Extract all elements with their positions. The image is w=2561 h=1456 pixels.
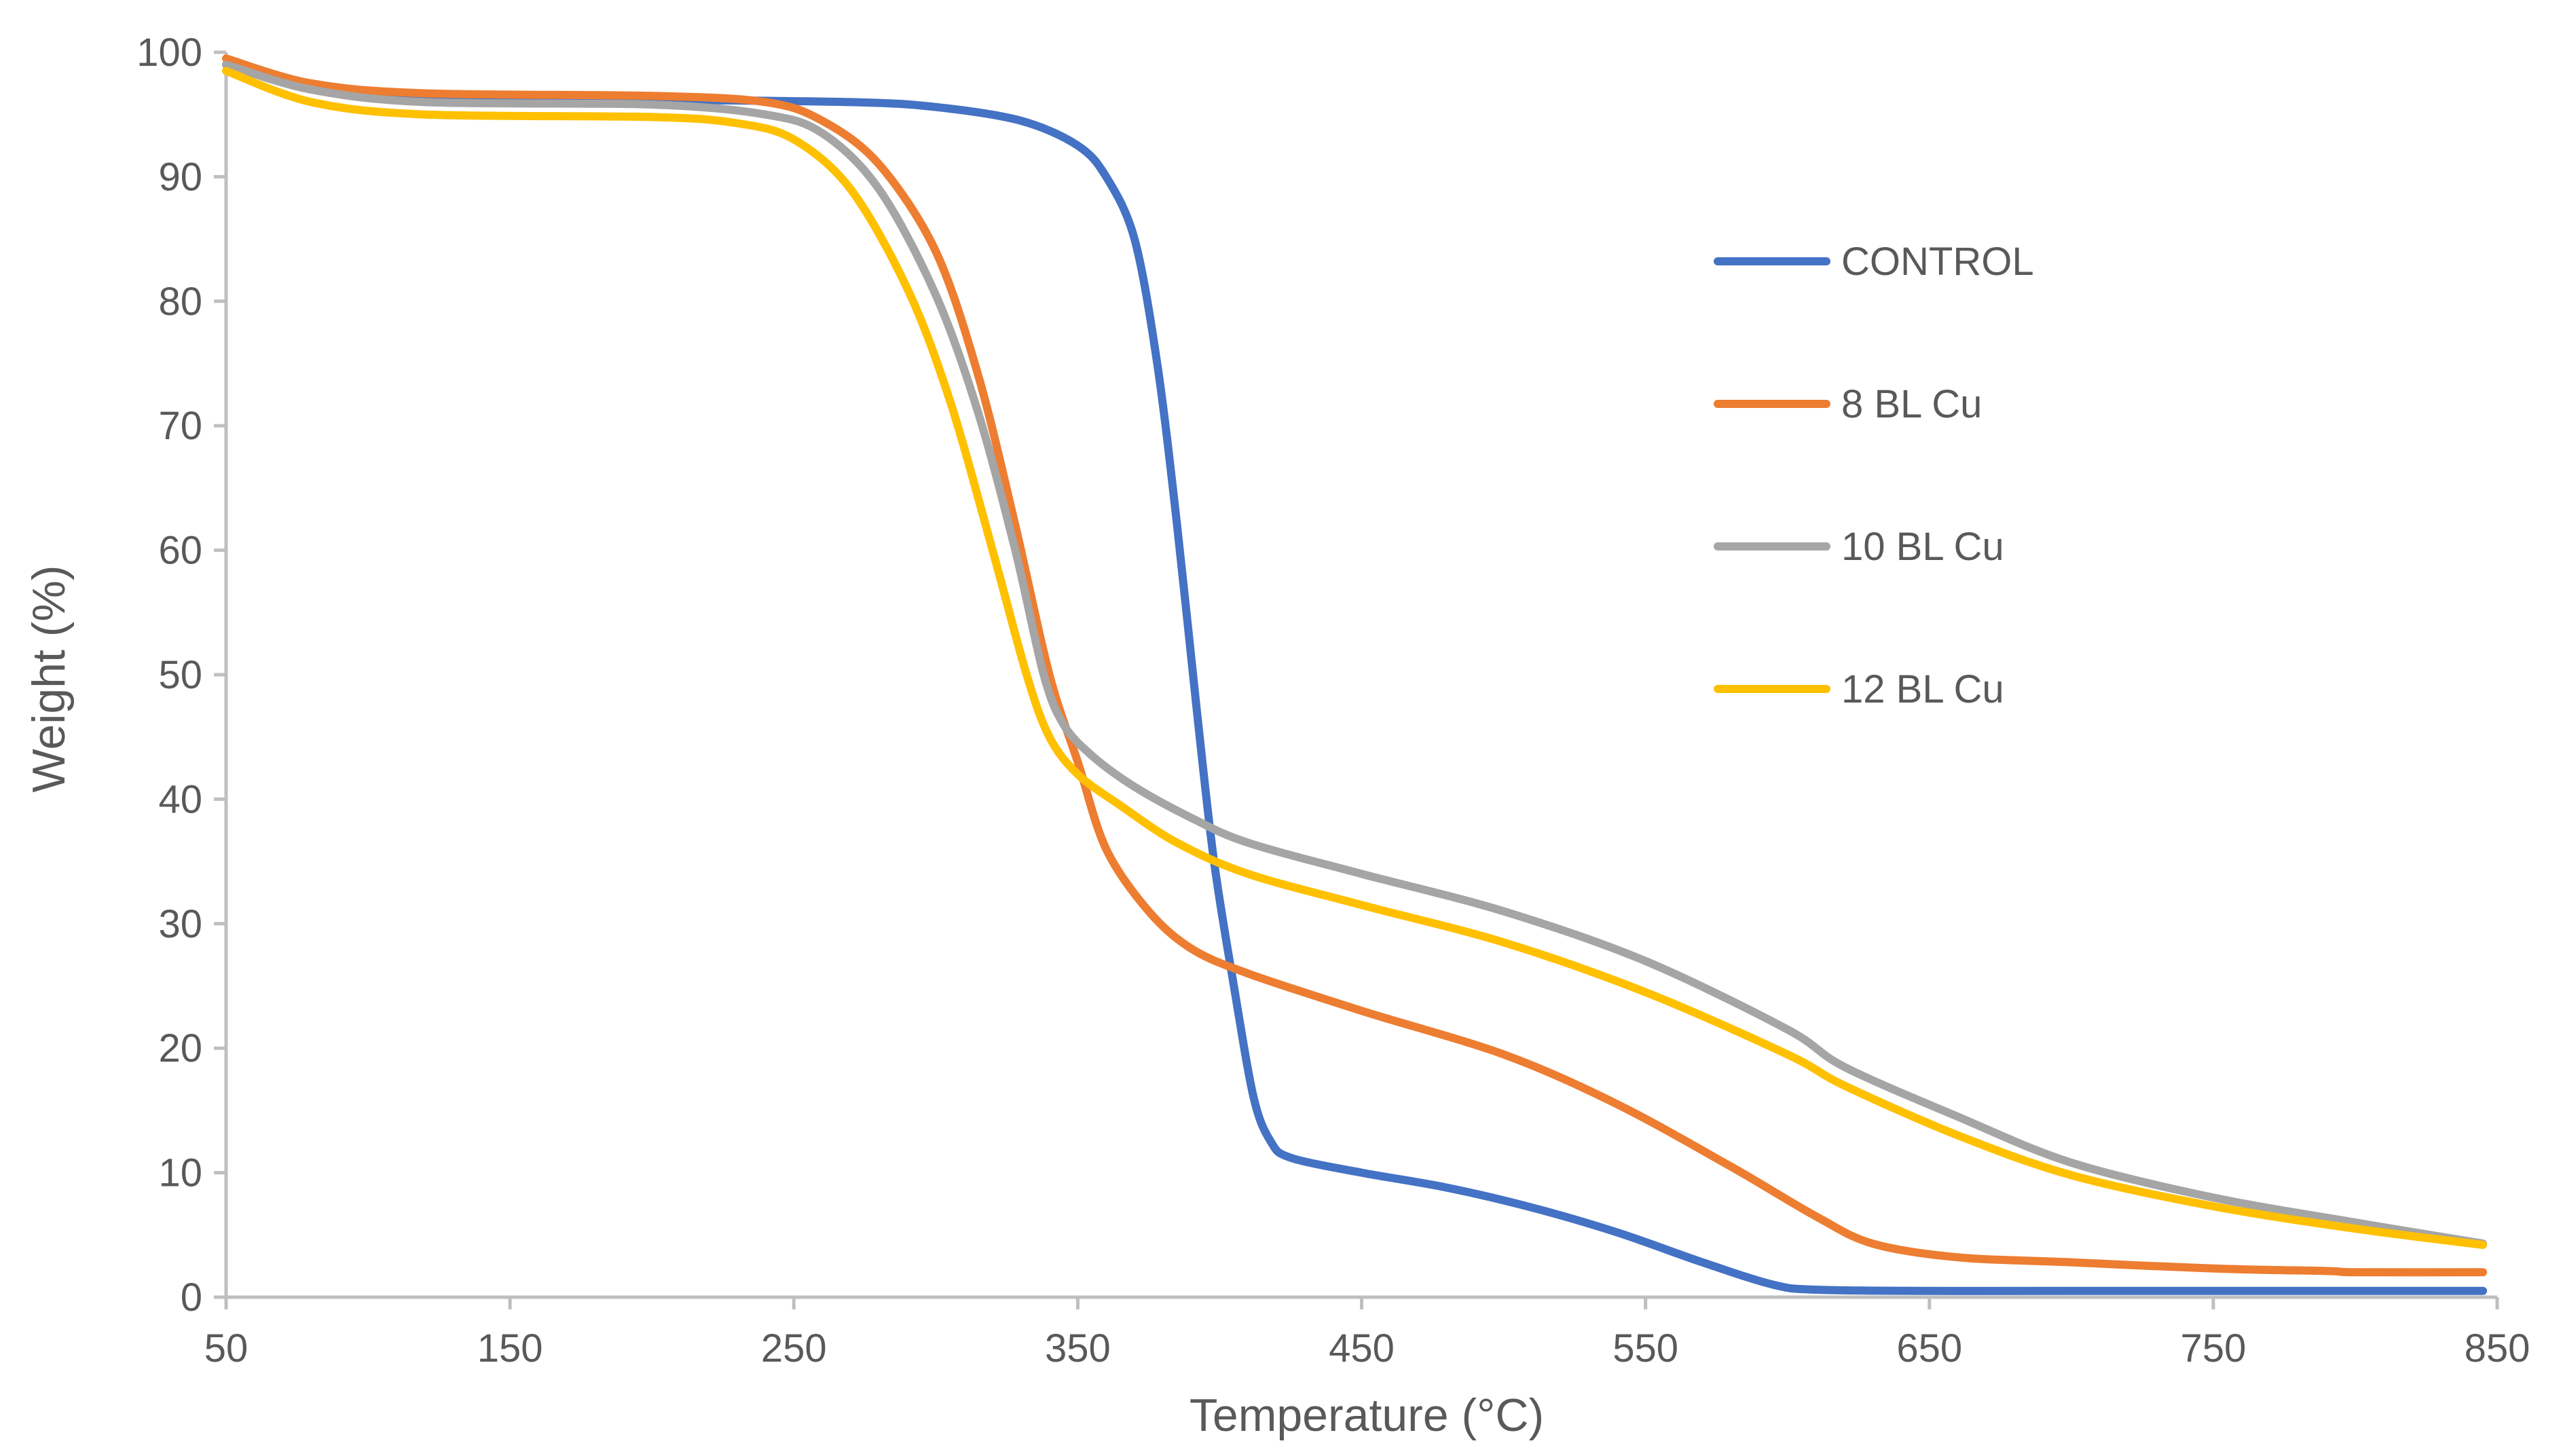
y-tick-label: 70 bbox=[158, 404, 202, 448]
x-tick-label: 750 bbox=[2180, 1326, 2246, 1370]
y-tick-label: 10 bbox=[158, 1151, 202, 1195]
y-tick-label: 90 bbox=[158, 155, 202, 199]
legend-label-12-bl-cu: 12 BL Cu bbox=[1841, 667, 2004, 711]
y-tick-label: 0 bbox=[181, 1275, 202, 1320]
x-axis-title: Temperature (°C) bbox=[1190, 1389, 1544, 1441]
legend-label-control: CONTROL bbox=[1841, 240, 2034, 284]
legend-label-8-bl-cu: 8 BL Cu bbox=[1841, 382, 1982, 426]
y-tick-label: 80 bbox=[158, 280, 202, 324]
y-axis-title: Weight (%) bbox=[23, 565, 75, 792]
series-lines bbox=[222, 54, 2488, 1295]
x-tick-label: 350 bbox=[1045, 1326, 1111, 1370]
x-tick-label: 50 bbox=[204, 1326, 248, 1370]
series-line-10-bl-cu bbox=[222, 60, 2488, 1248]
series-line-12-bl-cu bbox=[222, 67, 2488, 1249]
y-tick-label: 50 bbox=[158, 653, 202, 697]
y-tick-label: 20 bbox=[158, 1026, 202, 1070]
y-tick-label: 30 bbox=[158, 902, 202, 946]
x-tick-label: 450 bbox=[1329, 1326, 1395, 1370]
y-tick-label: 60 bbox=[158, 529, 202, 573]
x-tick-label: 850 bbox=[2465, 1326, 2530, 1370]
y-tick-label: 100 bbox=[136, 31, 202, 75]
x-tick-label: 550 bbox=[1613, 1326, 1678, 1370]
legend-label-10-bl-cu: 10 BL Cu bbox=[1841, 525, 2004, 569]
x-tick-label: 150 bbox=[477, 1326, 543, 1370]
y-tick-label: 40 bbox=[158, 777, 202, 821]
x-tick-label: 250 bbox=[761, 1326, 827, 1370]
legend: CONTROL 8 BL Cu 10 BL Cu 12 BL Cu bbox=[1714, 240, 2034, 711]
series-line-control bbox=[222, 60, 2488, 1295]
series-line-8-bl-cu bbox=[222, 54, 2488, 1277]
x-tick-label: 650 bbox=[1896, 1326, 1962, 1370]
axes: 0 10 20 30 40 50 60 70 80 90 100 50 150 250 350 450 550 6… bbox=[136, 31, 2530, 1370]
